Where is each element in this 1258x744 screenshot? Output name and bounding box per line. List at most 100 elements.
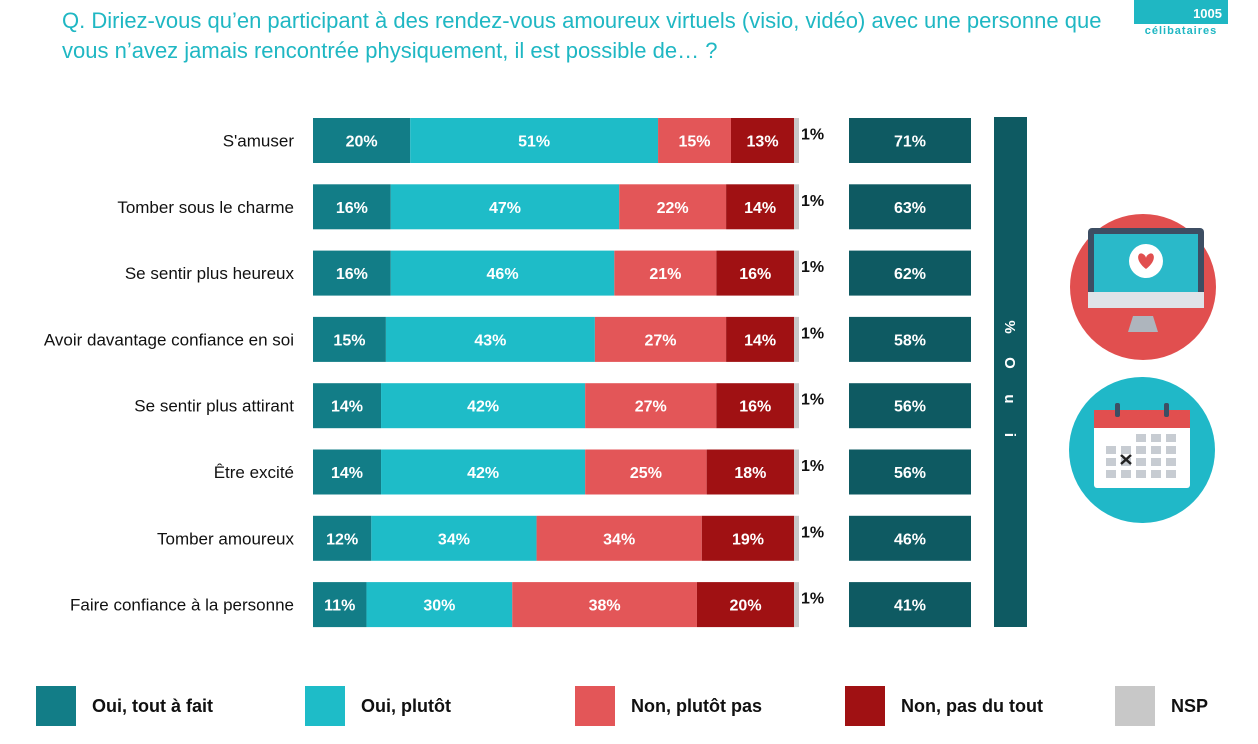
total-oui-label: 63% — [894, 200, 926, 217]
calendar-day — [1106, 446, 1116, 454]
logo-box: 1005 — [1134, 0, 1228, 24]
total-oui-label: 71% — [894, 134, 926, 151]
nsp-data-label: 1% — [801, 458, 824, 475]
data-label: 21% — [649, 266, 681, 283]
total-column-label: % — [1001, 320, 1018, 333]
category-label: Se sentir plus attirant — [134, 397, 294, 416]
legend-label: Oui, plutôt — [361, 696, 451, 716]
calendar-day — [1106, 458, 1116, 466]
data-label: 19% — [732, 531, 764, 548]
total-oui-box — [849, 383, 971, 429]
bar-segment — [313, 449, 382, 495]
bar-segment — [313, 250, 391, 296]
total-column-label: u — [1001, 394, 1018, 403]
calendar-day — [1136, 458, 1146, 466]
legend-swatch — [845, 686, 885, 726]
calendar-day — [1136, 446, 1146, 454]
category-label: Être excité — [214, 463, 294, 482]
calendar-header — [1094, 410, 1190, 428]
bar-segment — [794, 316, 799, 362]
total-oui-label: 56% — [894, 465, 926, 482]
calendar-day — [1136, 470, 1146, 478]
bar-segment — [313, 184, 391, 230]
bar-segment — [585, 383, 717, 429]
total-oui-box — [849, 316, 971, 362]
bar-segment — [385, 316, 595, 362]
data-label: 16% — [739, 399, 771, 416]
data-label: 22% — [657, 200, 689, 217]
data-label: 42% — [467, 399, 499, 416]
monitor-stand — [1128, 316, 1158, 332]
total-oui-label: 58% — [894, 332, 926, 349]
legend-swatch — [305, 686, 345, 726]
bar-segment — [726, 184, 795, 230]
data-label: 14% — [331, 399, 363, 416]
total-oui-box — [849, 250, 971, 296]
bar-segment — [585, 449, 707, 495]
bar-segment — [381, 449, 586, 495]
total-oui-box — [849, 515, 971, 561]
legend-swatch — [575, 686, 615, 726]
bar-segment — [730, 118, 795, 163]
bar-segment — [371, 515, 537, 561]
total-oui-label: 62% — [894, 266, 926, 283]
bar-segment — [536, 515, 702, 561]
bar-segment — [381, 383, 586, 429]
bar-segment — [794, 184, 799, 230]
bar-segment — [794, 118, 799, 163]
calendar-day — [1106, 470, 1116, 478]
total-oui-box — [849, 582, 971, 628]
bar-segment — [512, 582, 697, 628]
data-label: 38% — [589, 598, 621, 615]
legend-label: Non, plutôt pas — [631, 696, 762, 716]
data-label: 27% — [635, 399, 667, 416]
bar-segment — [696, 582, 795, 628]
data-label: 47% — [489, 200, 521, 217]
bar-segment — [794, 515, 799, 561]
nsp-data-label: 1% — [801, 325, 824, 342]
data-label: 11% — [324, 598, 355, 615]
legend-swatch — [36, 686, 76, 726]
nsp-data-label: 1% — [801, 193, 824, 210]
data-label: 14% — [744, 200, 776, 217]
total-oui-label: 56% — [894, 399, 926, 416]
category-label: Se sentir plus heureux — [125, 264, 295, 283]
calendar-day — [1136, 434, 1146, 442]
category-label: Avoir davantage confiance en soi — [44, 330, 294, 349]
data-label: 20% — [730, 598, 762, 615]
total-column-label: O — [1001, 357, 1018, 369]
data-label: 20% — [346, 134, 378, 151]
bar-segment — [794, 250, 799, 296]
bar-segment — [313, 316, 386, 362]
calendar-ring — [1164, 403, 1169, 417]
data-label: 14% — [331, 465, 363, 482]
bar-segment — [594, 316, 727, 362]
data-label: 25% — [630, 465, 662, 482]
calendar-day — [1121, 470, 1131, 478]
total-oui-box — [849, 118, 971, 163]
category-label: Faire confiance à la personne — [70, 596, 294, 615]
calendar-day — [1151, 458, 1161, 466]
calendar-day — [1121, 446, 1131, 454]
bar-segment — [706, 449, 795, 495]
bar-segment — [390, 184, 620, 230]
calendar-day — [1166, 446, 1176, 454]
legend-label: Non, pas du tout — [901, 696, 1043, 716]
category-label: S'amuser — [223, 132, 295, 151]
question-title: Q. Diriez-vous qu’en participant à des r… — [62, 8, 1102, 63]
bar-segment — [313, 515, 372, 561]
bar-segment — [716, 250, 795, 296]
monitor-chin — [1088, 292, 1204, 308]
bar-segment — [701, 515, 795, 561]
data-label: 42% — [467, 465, 499, 482]
total-column-label: i — [1001, 433, 1018, 437]
data-label: 46% — [487, 266, 519, 283]
data-label: 16% — [336, 200, 368, 217]
data-label: 27% — [644, 332, 676, 349]
data-label: 16% — [336, 266, 368, 283]
nsp-data-label: 1% — [801, 392, 824, 409]
data-label: 18% — [734, 465, 766, 482]
legend-label: Oui, tout à fait — [92, 696, 213, 716]
total-column-header — [994, 117, 1027, 627]
